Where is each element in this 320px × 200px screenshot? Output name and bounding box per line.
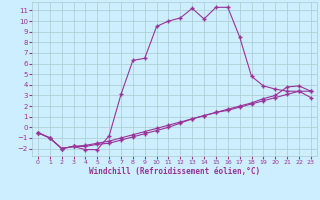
X-axis label: Windchill (Refroidissement éolien,°C): Windchill (Refroidissement éolien,°C) <box>89 167 260 176</box>
